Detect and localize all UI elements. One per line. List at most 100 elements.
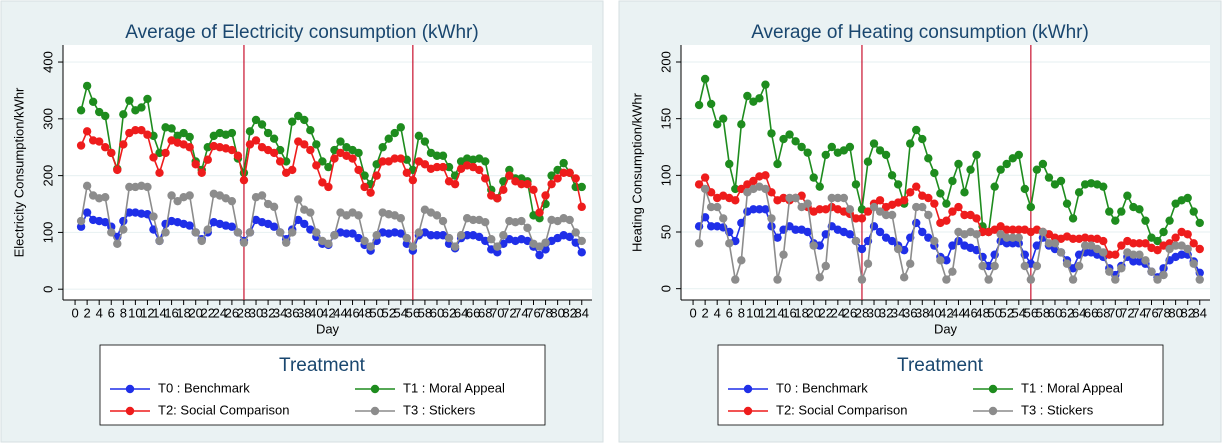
x-tick-label: 6 xyxy=(108,305,115,320)
data-point xyxy=(966,165,975,174)
legend-label: T1 : Moral Appeal xyxy=(1021,380,1123,395)
data-point xyxy=(94,107,104,117)
data-point xyxy=(700,74,710,84)
data-point xyxy=(233,151,243,160)
data-point xyxy=(107,228,116,237)
data-point xyxy=(559,168,568,177)
data-point xyxy=(571,174,580,183)
x-tick-label: 78 xyxy=(538,305,552,320)
data-point xyxy=(493,242,502,251)
legend-swatch-marker xyxy=(370,384,380,394)
data-point xyxy=(1135,205,1144,214)
data-point xyxy=(402,233,412,243)
data-point xyxy=(972,150,981,160)
data-point xyxy=(984,261,993,271)
data-point xyxy=(1056,176,1066,186)
data-point xyxy=(378,143,387,152)
data-point xyxy=(737,218,746,228)
data-point xyxy=(1002,233,1011,242)
data-point xyxy=(475,165,484,175)
x-tick-label: 26 xyxy=(225,305,239,320)
x-tick-label: 56 xyxy=(1024,305,1038,320)
data-point xyxy=(179,128,188,138)
data-point xyxy=(101,217,110,227)
data-point xyxy=(577,182,586,192)
legend-title: Treatment xyxy=(897,355,984,376)
data-point xyxy=(336,137,345,146)
data-point xyxy=(306,125,315,135)
data-point xyxy=(269,134,279,143)
x-tick-label: 4 xyxy=(714,305,721,320)
data-point xyxy=(462,231,472,240)
x-tick-label: 70 xyxy=(1108,305,1122,320)
data-point xyxy=(875,227,885,237)
data-point xyxy=(767,214,776,223)
data-point xyxy=(378,157,387,166)
data-point xyxy=(906,188,915,197)
x-tick-label: 56 xyxy=(406,305,420,320)
data-point xyxy=(749,176,758,186)
data-point xyxy=(954,159,963,169)
x-tick-label: 68 xyxy=(1096,305,1110,320)
data-point xyxy=(82,208,92,217)
data-point xyxy=(761,80,770,89)
data-point xyxy=(773,275,782,284)
data-point xyxy=(918,134,927,144)
data-point xyxy=(76,141,86,150)
data-point xyxy=(767,129,776,138)
data-point xyxy=(76,216,86,226)
data-point xyxy=(761,184,770,194)
data-point xyxy=(125,96,134,105)
y-tick-label: 200 xyxy=(40,165,55,187)
data-point xyxy=(300,115,309,125)
y-tick-label: 400 xyxy=(40,51,55,73)
x-tick-label: 30 xyxy=(249,305,263,320)
data-point xyxy=(821,150,830,160)
data-point xyxy=(731,196,740,205)
x-tick-label: 8 xyxy=(738,305,745,320)
data-point xyxy=(887,210,897,220)
x-tick-label: 18 xyxy=(794,305,808,320)
data-point xyxy=(76,106,86,115)
x-tick-label: 82 xyxy=(562,305,576,320)
data-point xyxy=(851,180,861,189)
data-point xyxy=(197,236,206,246)
data-point xyxy=(318,157,327,166)
data-point xyxy=(493,194,502,203)
data-point xyxy=(912,125,921,135)
data-point xyxy=(559,158,568,168)
data-point xyxy=(342,229,351,238)
legend-swatch-marker xyxy=(743,406,753,416)
data-point xyxy=(906,259,915,268)
data-point xyxy=(942,275,951,284)
legend-swatch-marker xyxy=(988,384,998,394)
data-point xyxy=(481,157,490,166)
data-point xyxy=(875,146,885,155)
data-point xyxy=(863,157,873,166)
data-point xyxy=(288,165,297,175)
data-point xyxy=(245,228,255,237)
x-tick-label: 28 xyxy=(855,305,869,320)
data-point xyxy=(881,210,891,220)
data-point xyxy=(930,168,939,178)
x-tick-label: 6 xyxy=(726,305,733,320)
x-tick-label: 46 xyxy=(963,305,977,320)
data-point xyxy=(1135,250,1144,259)
data-point xyxy=(312,228,321,237)
data-point xyxy=(565,232,574,242)
x-tick-label: 16 xyxy=(782,305,796,320)
y-axis-label: Heating Consumption/kWhr xyxy=(629,92,644,252)
data-point xyxy=(517,216,526,226)
data-point xyxy=(948,207,957,216)
data-point xyxy=(942,256,951,265)
data-point xyxy=(815,273,824,282)
data-point xyxy=(694,100,704,110)
data-point xyxy=(203,225,212,234)
data-point xyxy=(773,233,782,242)
data-point xyxy=(481,217,490,227)
data-point xyxy=(869,202,879,212)
data-point xyxy=(863,259,873,268)
data-point xyxy=(948,267,957,276)
y-tick-label: 300 xyxy=(40,108,55,130)
data-point xyxy=(1129,239,1138,248)
